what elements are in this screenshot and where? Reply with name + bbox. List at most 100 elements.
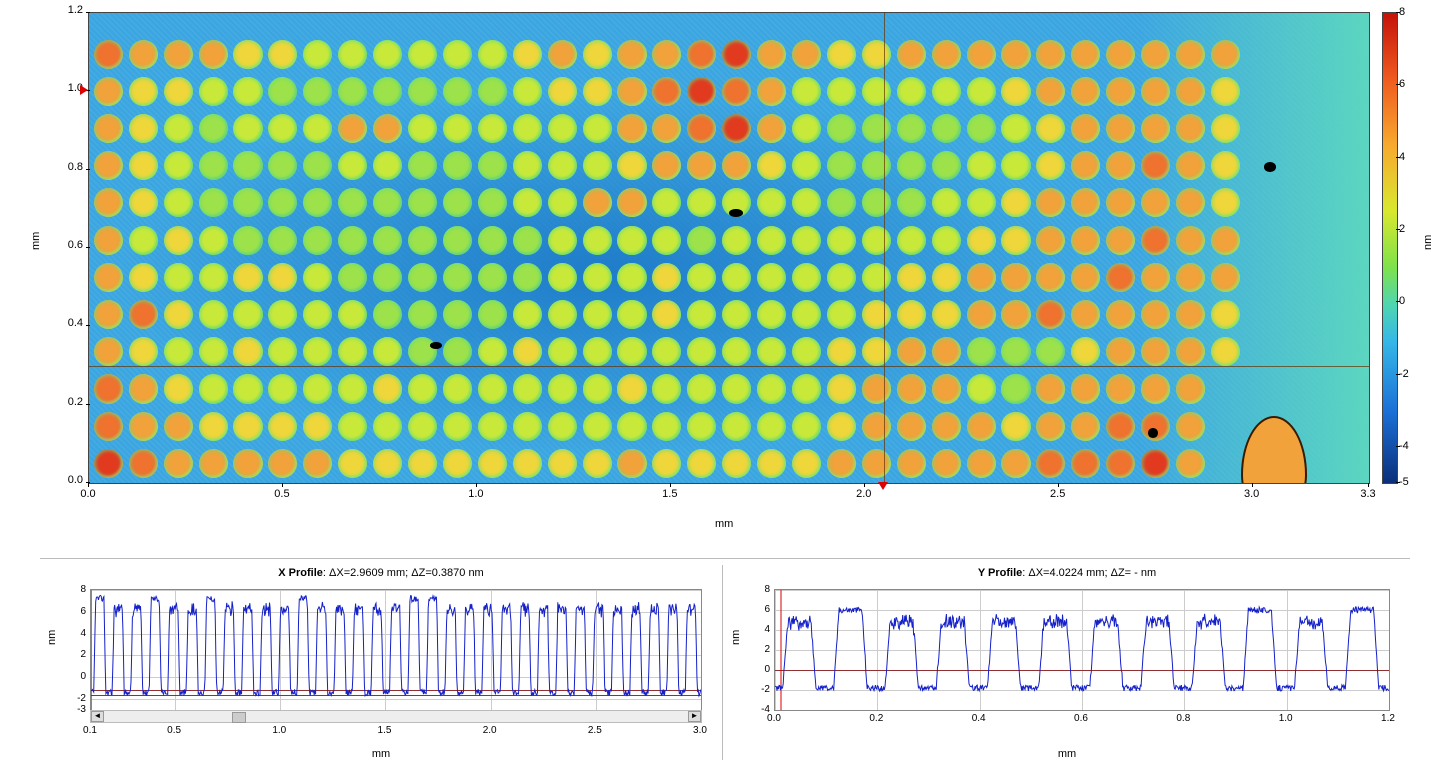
heatmap-dot — [94, 374, 123, 403]
heatmap-dot — [757, 263, 786, 292]
defect-blob — [430, 342, 442, 349]
heatmap-dot — [652, 263, 681, 292]
heatmap-dot — [932, 337, 961, 366]
heatmap-dot — [338, 263, 367, 292]
scroll-thumb[interactable] — [232, 712, 246, 723]
heatmap-dot — [199, 263, 228, 292]
heatmap-dot — [1141, 188, 1170, 217]
heatmap-plot-area[interactable] — [88, 12, 1370, 484]
heatmap-dot — [722, 449, 751, 478]
heatmap-dot — [303, 40, 332, 69]
heatmap-dot — [1036, 226, 1065, 255]
colorbar-label: nm — [1422, 235, 1431, 250]
heatmap-dot — [199, 77, 228, 106]
heatmap-dot — [443, 40, 472, 69]
heatmap-dot — [827, 188, 856, 217]
heatmap-dot — [338, 151, 367, 180]
heatmap-dot — [548, 374, 577, 403]
heatmap-dot — [617, 412, 646, 441]
heatmap-dot — [1001, 412, 1030, 441]
heatmap-dot — [268, 40, 297, 69]
heatmap-dot — [373, 412, 402, 441]
heatmap-dot — [1211, 337, 1240, 366]
heatmap-dot — [897, 151, 926, 180]
heatmap-dot — [164, 77, 193, 106]
heatmap-dot — [443, 263, 472, 292]
heatmap-dot — [687, 226, 716, 255]
y-profile-plot[interactable]: RM→ — [774, 589, 1390, 711]
heatmap-dot — [478, 300, 507, 329]
x-profile-panel: X Profile: ΔX=2.9609 mm; ΔZ=0.3870 nm nm… — [40, 565, 723, 760]
heatmap-dot — [233, 300, 262, 329]
heatmap-dot — [1071, 263, 1100, 292]
heatmap-dot — [129, 151, 158, 180]
heatmap-dot — [408, 40, 437, 69]
heatmap-dot — [583, 300, 612, 329]
heatmap-dot — [862, 114, 891, 143]
heatmap-dot — [792, 188, 821, 217]
heatmap-dot — [617, 151, 646, 180]
heatmap-dot — [164, 226, 193, 255]
x-axis-red-marker-icon[interactable] — [878, 482, 888, 490]
colorbar — [1382, 12, 1398, 484]
heatmap-dot — [1141, 374, 1170, 403]
heatmap-dot — [687, 263, 716, 292]
heatmap-dot — [199, 337, 228, 366]
x-profile-scrollbar[interactable]: ◄► — [90, 710, 702, 723]
heatmap-dot — [1001, 188, 1030, 217]
heatmap-dot — [94, 412, 123, 441]
heatmap-dot — [303, 114, 332, 143]
heatmap-dot — [1141, 40, 1170, 69]
heatmap-dot — [932, 226, 961, 255]
heatmap-dot — [303, 188, 332, 217]
heatmap-dot — [443, 449, 472, 478]
scroll-right-icon[interactable]: ► — [688, 711, 701, 722]
heatmap-dot — [722, 337, 751, 366]
heatmap-dot — [1071, 374, 1100, 403]
heatmap-dot — [1036, 188, 1065, 217]
heatmap-dot — [827, 40, 856, 69]
heatmap-dot — [548, 226, 577, 255]
heatmap-dot — [338, 374, 367, 403]
heatmap-dot — [548, 337, 577, 366]
heatmap-dot — [233, 374, 262, 403]
heatmap-dot — [408, 188, 437, 217]
heatmap-dot — [932, 40, 961, 69]
heatmap-dot — [513, 151, 542, 180]
heatmap-dot — [443, 188, 472, 217]
x-profile-plot[interactable]: ←RM — [90, 589, 702, 711]
heatmap-dot — [338, 449, 367, 478]
heatmap-dot — [548, 412, 577, 441]
scroll-left-icon[interactable]: ◄ — [91, 711, 104, 722]
heatmap-dot — [338, 40, 367, 69]
y-axis-red-marker-icon[interactable] — [80, 85, 88, 95]
heatmap-dot — [1106, 40, 1135, 69]
heatmap-dot — [687, 449, 716, 478]
heatmap-dot — [338, 226, 367, 255]
heatmap-dot — [1001, 77, 1030, 106]
heatmap-dot — [967, 300, 996, 329]
heatmap-dot — [967, 412, 996, 441]
heatmap-dot — [932, 188, 961, 217]
heatmap-dot — [722, 374, 751, 403]
defect-blob — [1148, 428, 1158, 438]
heatmap-dot — [827, 114, 856, 143]
heatmap-dot — [478, 374, 507, 403]
x-profile-title: X Profile: ΔX=2.9609 mm; ΔZ=0.3870 nm — [40, 567, 722, 579]
heatmap-dot — [792, 374, 821, 403]
heatmap-dot — [513, 374, 542, 403]
heatmap-dot — [583, 114, 612, 143]
heatmap-dot — [687, 114, 716, 143]
heatmap-dot — [268, 188, 297, 217]
heatmap-dot — [932, 77, 961, 106]
heatmap-dot — [164, 263, 193, 292]
heatmap-dot — [1141, 77, 1170, 106]
heatmap-dot — [233, 40, 262, 69]
heatmap-dot — [583, 337, 612, 366]
heatmap-dot — [652, 114, 681, 143]
heatmap-dot — [1106, 114, 1135, 143]
heatmap-dot — [827, 412, 856, 441]
heatmap-dot — [687, 412, 716, 441]
heatmap-dot — [1036, 449, 1065, 478]
heatmap-dot — [1036, 412, 1065, 441]
